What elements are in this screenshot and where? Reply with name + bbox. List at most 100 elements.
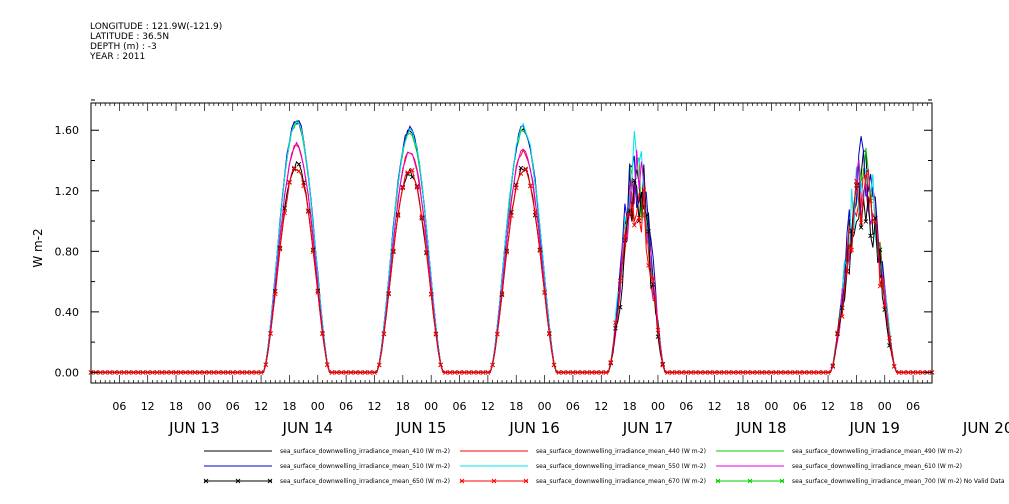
series-marker xyxy=(740,370,746,375)
x-tick-label: 12 xyxy=(708,400,722,413)
legend-marker xyxy=(523,478,529,484)
series-marker xyxy=(192,370,198,375)
x-day-label: JUN 16 xyxy=(508,419,559,437)
series-marker xyxy=(575,370,580,375)
x-tick-label: 18 xyxy=(849,400,863,413)
series-marker xyxy=(424,249,429,255)
legend-entry: sea_surface_downwelling_irradiance_mean_… xyxy=(536,463,706,470)
series-marker xyxy=(518,171,524,177)
series-marker xyxy=(438,362,443,368)
series-marker xyxy=(920,370,925,375)
series-marker xyxy=(263,362,269,367)
series-marker xyxy=(617,278,623,284)
x-tick-label: 00 xyxy=(764,400,778,413)
series-marker xyxy=(277,246,283,252)
x-tick-label: 18 xyxy=(282,400,296,413)
legend-marker xyxy=(779,478,785,484)
series-marker xyxy=(428,291,434,297)
series-marker xyxy=(792,370,798,375)
series-marker xyxy=(811,370,817,375)
series-marker xyxy=(121,370,127,375)
series-marker xyxy=(712,370,717,375)
series-marker xyxy=(102,370,108,375)
series-marker xyxy=(858,225,864,230)
legend: sea_surface_downwelling_irradiance_mean_… xyxy=(203,448,1005,485)
x-tick-label: 00 xyxy=(538,400,552,413)
series-marker xyxy=(882,303,888,308)
series-marker xyxy=(872,218,878,224)
series-marker xyxy=(679,370,684,375)
series-marker xyxy=(220,370,226,375)
x-tick-label: 12 xyxy=(141,400,155,413)
legend-entry: sea_surface_downwelling_irradiance_mean_… xyxy=(280,463,450,470)
series-marker xyxy=(310,249,316,254)
series-marker xyxy=(395,213,401,218)
series-marker xyxy=(877,283,883,289)
x-day-label: JUN 17 xyxy=(622,419,673,437)
series-marker xyxy=(291,165,297,171)
series-marker xyxy=(518,165,524,171)
series-line xyxy=(91,120,932,373)
series-marker xyxy=(513,185,519,191)
series-marker xyxy=(532,209,538,215)
y-tick-label: 0.80 xyxy=(55,245,80,258)
series-marker xyxy=(646,229,651,234)
series-marker xyxy=(287,180,292,185)
x-tick-label: 12 xyxy=(254,400,268,413)
series-marker xyxy=(589,370,595,375)
series-marker xyxy=(334,370,340,375)
series-marker xyxy=(830,364,836,369)
series-marker xyxy=(835,330,840,336)
series-marker xyxy=(849,247,854,253)
series-marker xyxy=(296,168,302,174)
x-tick-label: 18 xyxy=(169,400,183,413)
legend-marker xyxy=(267,478,273,484)
series-marker xyxy=(721,370,727,375)
plot-border xyxy=(90,102,933,384)
y-tick-label: 1.20 xyxy=(55,185,80,198)
series-marker xyxy=(863,219,869,224)
series-marker xyxy=(915,370,921,375)
legend-entry: sea_surface_downwelling_irradiance_mean_… xyxy=(792,463,962,470)
series-marker xyxy=(839,314,845,319)
y-tick-label: 1.60 xyxy=(55,124,80,137)
series-marker xyxy=(854,178,859,184)
series-marker xyxy=(806,370,812,375)
legend-entry: sea_surface_downwelling_irradiance_mean_… xyxy=(536,448,706,455)
series-marker xyxy=(405,170,410,175)
series-marker xyxy=(480,370,486,375)
series-marker xyxy=(150,370,155,375)
series-marker xyxy=(636,215,642,221)
series-marker xyxy=(764,370,769,375)
series-marker xyxy=(603,370,609,375)
series-marker xyxy=(627,212,632,218)
series-line xyxy=(91,121,932,373)
series-marker xyxy=(343,370,349,375)
series-marker xyxy=(537,248,543,253)
series-marker xyxy=(169,370,174,375)
series-marker xyxy=(353,370,358,375)
series-marker xyxy=(660,362,666,368)
series-marker xyxy=(272,291,278,297)
series-marker xyxy=(329,370,335,375)
x-tick-label: 06 xyxy=(793,400,807,413)
series-marker xyxy=(655,327,661,333)
series-marker xyxy=(632,222,637,228)
legend-marker xyxy=(715,478,721,484)
x-tick-label: 00 xyxy=(651,400,665,413)
x-tick-label: 12 xyxy=(481,400,495,413)
series-marker xyxy=(754,370,760,375)
series-marker xyxy=(178,370,184,375)
series-marker xyxy=(759,370,765,375)
series-marker xyxy=(140,370,146,375)
series-marker xyxy=(400,185,406,191)
series-marker xyxy=(485,370,491,375)
series-marker xyxy=(159,370,165,375)
series-marker xyxy=(669,370,675,375)
series-marker xyxy=(348,370,354,375)
series-marker xyxy=(376,362,382,368)
series-marker xyxy=(887,335,892,341)
x-tick-label: 06 xyxy=(906,400,920,413)
series-marker xyxy=(461,370,467,375)
